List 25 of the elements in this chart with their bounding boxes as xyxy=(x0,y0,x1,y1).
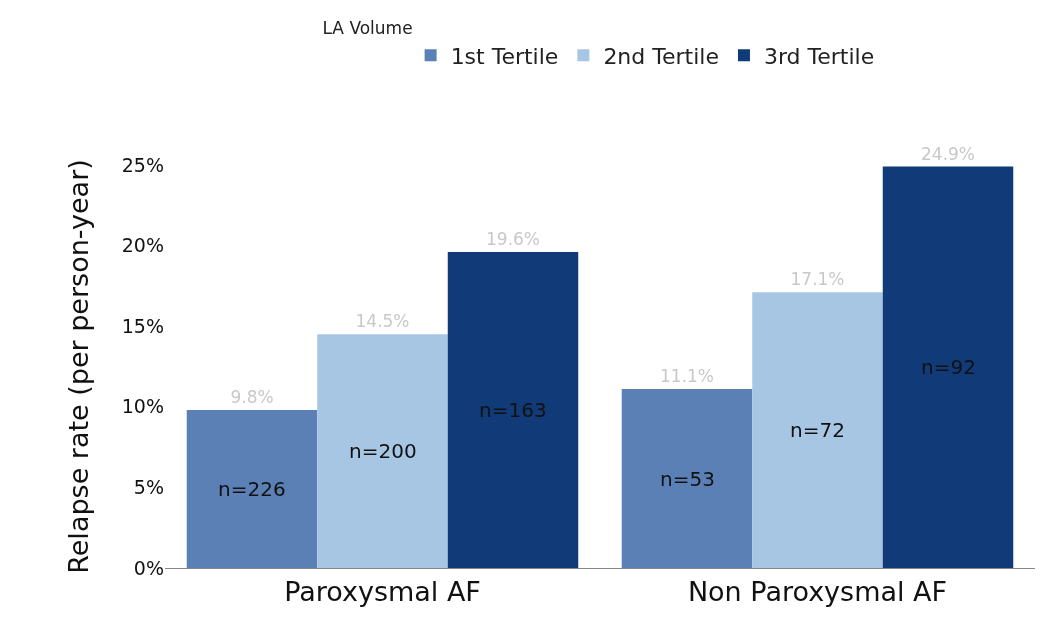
x-tick-label: Paroxysmal AF xyxy=(284,576,481,608)
legend-label: 2nd Tertile xyxy=(603,43,719,69)
annotation: n=226 xyxy=(218,477,286,501)
legend-label: 1st Tertile xyxy=(450,43,559,69)
bar xyxy=(882,166,1014,568)
bar xyxy=(752,292,883,568)
y-tick-label: 20% xyxy=(121,234,164,257)
annotation: n=72 xyxy=(790,418,845,442)
annotation: n=92 xyxy=(921,355,976,379)
y-tick-label: 15% xyxy=(121,314,164,337)
bar xyxy=(317,334,448,568)
y-tick-label: 5% xyxy=(133,476,164,499)
y-tick-label: 0% xyxy=(133,556,164,579)
annotation: n=200 xyxy=(349,439,417,463)
bar xyxy=(621,389,753,568)
annotation: n=163 xyxy=(479,398,547,422)
y-tick-label: 10% xyxy=(121,395,164,418)
y-tick-label: 25% xyxy=(121,153,164,176)
bar xyxy=(186,410,318,568)
bar xyxy=(447,252,579,568)
legend-label: 3rd Tertile xyxy=(763,43,875,69)
x-tick-label: Non Paroxysmal AF xyxy=(687,576,948,608)
y-axis-title: Relapse rate (per person-year) xyxy=(62,159,94,574)
legend-title: LA Volume xyxy=(322,18,413,39)
annotation: n=53 xyxy=(660,467,715,491)
